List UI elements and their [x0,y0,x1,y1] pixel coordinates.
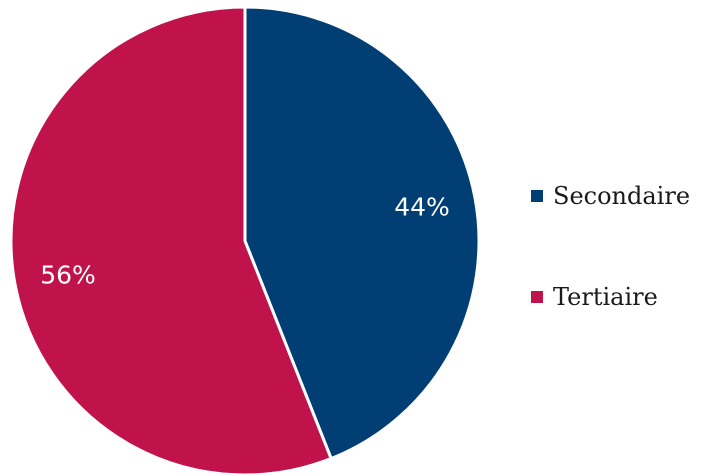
legend-item-tertiaire: Tertiaire [531,283,658,311]
data-label-secondaire: 44% [394,193,450,222]
legend-label-secondaire: Secondaire [553,182,690,210]
legend: Secondaire Tertiaire [531,182,690,311]
pie-slices [9,5,481,476]
pie-slice-tertiaire [9,5,333,476]
pie-slice-secondaire [243,5,481,461]
legend-label-tertiaire: Tertiaire [553,283,658,311]
data-label-tertiaire: 56% [40,260,96,289]
legend-swatch-tertiaire [531,291,543,303]
legend-item-secondaire: Secondaire [531,182,690,210]
legend-swatch-secondaire [531,190,543,202]
pie-slice-labels: 44% 56% [40,193,450,290]
